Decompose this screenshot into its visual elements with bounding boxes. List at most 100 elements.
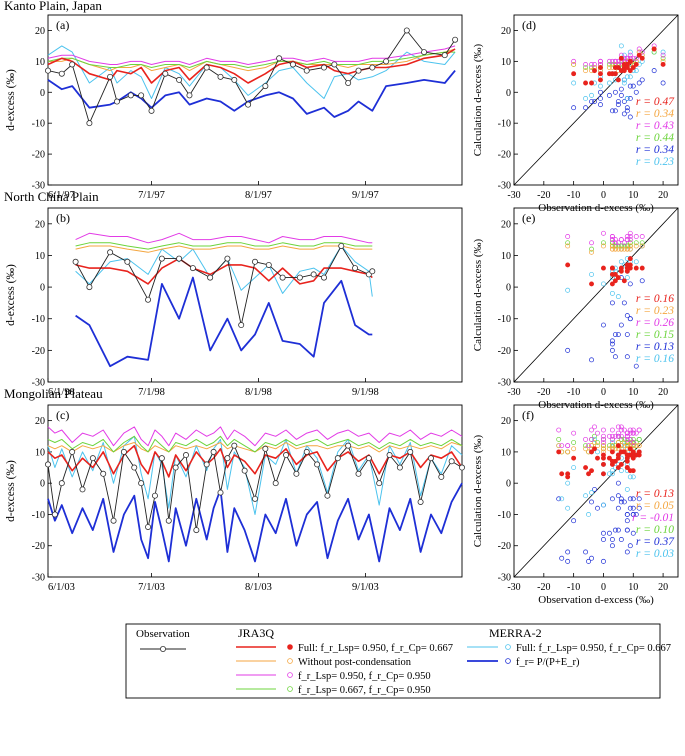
y-tick-label: -20 <box>32 150 45 161</box>
x-tick-label: 0 <box>601 387 606 398</box>
scatter-point-fr-lsp-0-950-fr-cp-0-950 <box>630 440 636 445</box>
scatter-point-without-post-condensation <box>624 246 630 252</box>
scatter-point-without-post-condensation <box>612 246 618 252</box>
scatter-point-merra-2-fr-p-p-er <box>630 530 636 536</box>
scatter-point-jra3q-full <box>624 452 630 458</box>
scatter-point-jra3q-full <box>660 62 666 67</box>
scatter-point-fr-lsp-0-667-fr-cp-0-950 <box>624 440 630 445</box>
observation-point <box>303 67 310 74</box>
correlation-label: r = 0.03 <box>636 548 674 560</box>
y-tick-label: 0 <box>40 283 45 294</box>
scatter-point-merra-2-fr-p-p-er <box>624 512 630 517</box>
scatter-point-fr-lsp-0-950-fr-cp-0-950 <box>636 427 642 433</box>
panel-label: (a) <box>56 18 69 32</box>
observation-point <box>189 265 196 272</box>
scatter-point-merra-2-fr-p-p-er <box>618 92 624 98</box>
scatter-point-merra-2-fr-p-p-er <box>589 555 594 561</box>
y-axis-label: d-excess (‰) <box>5 264 17 326</box>
scatter-point-merra-2-full <box>609 468 615 474</box>
legend-entry-full-marker <box>287 644 293 650</box>
scatter-point-fr-lsp-0-667-fr-cp-0-950 <box>583 65 589 70</box>
scatter-point-merra-2-fr-p-p-er <box>589 499 594 505</box>
y-axis-label: d-excess (‰) <box>5 460 17 522</box>
scatter-point-jra3q-full <box>630 449 636 455</box>
x-tick-label: 7/1/97 <box>138 190 165 201</box>
scatter-point-merra-2-full <box>624 275 630 281</box>
observation-point <box>279 274 286 281</box>
scatter-point-jra3q-full <box>618 268 624 274</box>
observation-point <box>331 61 338 68</box>
observation-point <box>110 517 117 524</box>
observation-point <box>383 58 390 65</box>
scatter-point-fr-lsp-0-950-fr-cp-0-950 <box>624 55 630 61</box>
x-tick-label: -30 <box>507 582 520 593</box>
scatter-point-merra-2-fr-p-p-er <box>612 332 618 337</box>
scatter-point-merra-2-fr-p-p-er <box>609 341 615 347</box>
scatter-point-without-post-condensation <box>630 443 636 449</box>
observation-point <box>231 442 238 449</box>
scatter-point-merra-2-fr-p-p-er <box>601 322 606 328</box>
scatter-point-fr-lsp-0-950-fr-cp-0-950 <box>609 58 615 64</box>
scatter-point-without-post-condensation <box>609 243 615 249</box>
scatter-point-merra-2-fr-p-p-er <box>595 505 600 511</box>
scatter-point-merra-2-fr-p-p-er <box>583 549 589 555</box>
observation-point <box>262 83 269 90</box>
plot-frame <box>513 207 679 383</box>
observation-point <box>203 64 210 71</box>
observation-point <box>158 255 165 262</box>
observation-point <box>162 70 169 77</box>
scatter-point-merra-2-fr-p-p-er <box>565 347 571 353</box>
y-tick-label: 20 <box>501 416 511 427</box>
x-tick-label: 0 <box>601 582 606 593</box>
scatter-point-fr-lsp-0-950-fr-cp-0-950 <box>627 237 633 243</box>
scatter-point-merra-2-fr-p-p-er <box>612 527 618 533</box>
series-line-jra3q-full <box>75 257 373 285</box>
scatter-point-fr-lsp-0-667-fr-cp-0-950 <box>618 243 624 249</box>
scatter-point-fr-lsp-0-667-fr-cp-0-950 <box>636 436 642 442</box>
scatter-point-merra-2-fr-p-p-er <box>612 354 618 360</box>
scatter-point-merra-2-fr-p-p-er <box>612 108 618 114</box>
scatter-point-merra-2-fr-p-p-er <box>624 332 630 337</box>
scatter-point-merra-2-fr-p-p-er <box>571 518 577 524</box>
observation-point <box>293 470 300 477</box>
scatter-point-fr-lsp-0-950-fr-cp-0-950 <box>595 430 600 436</box>
observation-point <box>158 455 165 462</box>
scatter-point-without-post-condensation <box>615 246 621 252</box>
scatter-point-fr-lsp-0-667-fr-cp-0-950 <box>630 436 636 442</box>
scatter-point-fr-lsp-0-950-fr-cp-0-950 <box>589 240 594 246</box>
scatter-point-merra-2-fr-p-p-er <box>618 496 624 502</box>
scatter-point-merra-2-fr-p-p-er <box>627 96 633 101</box>
observation-point <box>217 73 224 80</box>
scatter-point-fr-lsp-0-950-fr-cp-0-950 <box>601 436 606 442</box>
scatter-point-fr-lsp-0-950-fr-cp-0-950 <box>609 427 615 433</box>
y-axis-label: Calculation d-excess (‰) <box>472 238 484 351</box>
scatter-point-jra3q-full <box>601 455 606 461</box>
scatter-point-fr-lsp-0-950-fr-cp-0-950 <box>627 230 633 236</box>
scatter-point-jra3q-full <box>601 471 606 477</box>
scatter-point-merra-2-full <box>583 493 589 499</box>
scatter-point-jra3q-full <box>556 449 562 455</box>
scatter-point-merra-2-fr-p-p-er <box>615 99 621 104</box>
scatter-point-merra-2-full <box>627 74 633 80</box>
scatter-point-merra-2-fr-p-p-er <box>621 99 627 104</box>
panel-label: (d) <box>522 18 536 32</box>
scatter-point-merra-2-fr-p-p-er <box>627 316 633 322</box>
scatter-point-merra-2-full <box>609 290 615 296</box>
panel-label: (e) <box>522 211 535 225</box>
y-axis-label: Calculation d-excess (‰) <box>472 434 484 547</box>
scatter-point-fr-lsp-0-950-fr-cp-0-950 <box>609 234 615 239</box>
scatter-point-merra-2-fr-p-p-er <box>609 537 615 542</box>
scatter-point-without-post-condensation <box>601 243 606 249</box>
scatter-point-merra-2-fr-p-p-er <box>609 347 615 353</box>
scatter-point-merra-2-fr-p-p-er <box>592 486 597 492</box>
observation-point <box>58 480 65 487</box>
x-tick-label: 7/1/98 <box>138 387 165 398</box>
scatter-point-merra-2-full <box>621 52 627 58</box>
series-line-without-post-condensation <box>48 48 456 72</box>
observation-point <box>172 464 179 471</box>
scatter-point-merra-2-full <box>589 271 594 277</box>
y-tick-label: -30 <box>498 378 511 389</box>
scatter-point-fr-lsp-0-950-fr-cp-0-950 <box>589 62 594 67</box>
scatter-point-merra-2-fr-p-p-er <box>598 96 603 101</box>
scatter-point-merra-2-fr-p-p-er <box>586 558 591 564</box>
